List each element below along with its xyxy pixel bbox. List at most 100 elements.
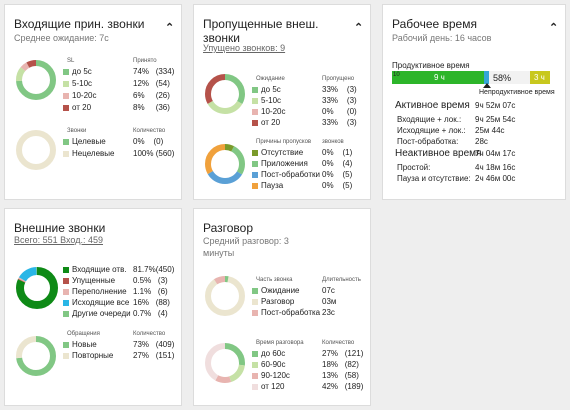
reason-row: Отсутствие [252, 148, 303, 157]
slice-5-10 [16, 60, 56, 100]
avg-wait-label: Среднее ожидание: 7с [14, 33, 109, 43]
external-calls-card: Внешние звонки Всего: 551 Вход.: 459 Вхо… [4, 208, 182, 406]
slice-nontarget [16, 130, 56, 170]
card-title: Пропущенные внеш. звонки [203, 17, 319, 45]
talk-time-header: Время разговора [256, 340, 304, 346]
sl-row-value: 12% (54) [133, 79, 170, 88]
duration-row: до 60с [252, 349, 285, 358]
external-row-value: 0.5% (3) [133, 276, 168, 285]
reasons-donut-chart [205, 144, 245, 184]
productive-percent: 58% [493, 73, 512, 83]
count-header: Количество [133, 331, 166, 337]
productive-segment [392, 71, 484, 84]
slice-repeat [16, 336, 56, 376]
detail-label: Исходящие + лок.: [397, 126, 466, 135]
call-part-value: 03м [322, 297, 337, 306]
scale-start: 10 [393, 72, 400, 78]
sl-row-value: 6% (26) [133, 91, 170, 100]
slice-apps [205, 144, 245, 184]
calls-header: Звонки [67, 128, 87, 134]
unproductive-label: Непродуктивное время [479, 89, 555, 96]
duration-row: 60-90с [252, 360, 285, 369]
missed-header: Пропущено [322, 76, 355, 82]
productive-hours: 9 ч [434, 73, 445, 82]
call-part-row: Ожидание [252, 286, 300, 295]
sl-row: от 20 [63, 103, 91, 112]
sl-row-value: 74% (334) [133, 67, 175, 76]
sl-row-value: 8% (36) [133, 103, 170, 112]
target-row-value: 100% (560) [133, 149, 175, 158]
collapse-chevron-icon[interactable]: ⌃ [549, 22, 559, 34]
card-title: Входящие прин. звонки [14, 17, 145, 31]
appeals-header: Обращения [67, 331, 100, 337]
slice-5-10 [205, 74, 245, 114]
inactive-time-label: Неактивное время [395, 148, 482, 159]
reasons-header: Причины пропусков [256, 139, 312, 145]
detail-value: 9ч 25м 54с [475, 115, 516, 124]
slice-talk [205, 276, 245, 316]
detail-value: 28с [475, 137, 488, 146]
pointer-triangle-icon [483, 83, 491, 88]
wait-row-value: 33% (3) [322, 96, 357, 105]
target-row: Целевые [63, 137, 106, 146]
wait-row: 5-10с [252, 96, 281, 105]
call-part-row: Пост-обработка [252, 308, 320, 317]
sl-donut-chart [16, 60, 56, 100]
wait-row: 10-20с [252, 107, 285, 116]
external-row-value: 16% (88) [133, 298, 170, 307]
detail-value: 2ч 46м 00с [475, 174, 516, 183]
detail-value: 4ч 18м 16с [475, 163, 516, 172]
reason-row: Пауза [252, 181, 283, 190]
call-part-value: 23с [322, 308, 335, 317]
call-part-header: Часть звонка [256, 277, 293, 283]
external-row: Входящие отв. [63, 265, 127, 274]
external-row: Другие очереди [63, 309, 131, 318]
wait-donut-chart [205, 74, 245, 114]
wait-row-value: 33% (3) [322, 85, 357, 94]
talk-card: Разговор Средний разговор: 3 минуты Част… [193, 208, 371, 406]
reason-row-value: 0% (5) [322, 181, 353, 190]
productive-label: Продуктивное время [392, 61, 470, 70]
calls-count-header: звонков [322, 139, 344, 145]
missed-calls-card: Пропущенные внеш. звонки Упущено звонков… [193, 4, 371, 200]
external-row: Исходящие все [63, 298, 129, 307]
slice-gt20 [16, 60, 56, 100]
external-totals-link[interactable]: Всего: 551 Вход.: 459 [14, 235, 103, 245]
count-header: Количество [133, 128, 166, 134]
missed-count-link[interactable]: Упущено звонков: 9 [203, 43, 286, 53]
reason-row-value: 0% (4) [322, 159, 353, 168]
appeal-row-value: 73% (409) [133, 340, 175, 349]
wait-row: от 20 [252, 118, 280, 127]
duration-row-value: 13% (58) [322, 371, 359, 380]
collapse-chevron-icon[interactable]: ⌃ [165, 22, 175, 34]
wait-row: до 5с [252, 85, 281, 94]
call-parts-donut-chart [205, 276, 245, 316]
reason-row-value: 0% (5) [322, 170, 353, 179]
duration-row-value: 18% (82) [322, 360, 359, 369]
productivity-bar: 10 9 ч 58% 3 ч [392, 71, 550, 84]
slice-postproc [205, 276, 245, 316]
card-title: Рабочее время [392, 17, 477, 31]
duration-row-value: 27% (121) [322, 349, 364, 358]
collapse-chevron-icon[interactable]: ⌃ [354, 22, 364, 34]
sl-header: SL [67, 58, 75, 64]
active-time-label: Активное время [395, 100, 470, 111]
detail-label: Пост-обработка: [397, 137, 459, 146]
work-time-card: Рабочее время Рабочий день: 16 часов ⌃ П… [382, 4, 566, 200]
slice-other [16, 267, 58, 309]
sl-row: до 5с [63, 67, 92, 76]
call-part-row: Разговор [252, 297, 294, 306]
reason-row: Пост-обработки [252, 170, 320, 179]
workday-label: Рабочий день: 16 часов [392, 33, 492, 43]
slice-postproc [205, 144, 245, 184]
detail-label: Пауза и отсутствие: [397, 174, 471, 183]
duration-row: 90-120с [252, 371, 290, 380]
detail-label: Входящие + лок.: [397, 115, 462, 124]
wait-row-value: 33% (3) [322, 118, 357, 127]
inactive-time-value: 7ч 04м 17с [475, 149, 516, 158]
appeal-row: Повторные [63, 351, 113, 360]
accepted-header: Принято [133, 58, 157, 64]
duration-header: Длительность [322, 277, 361, 283]
external-row-value: 1.1% (6) [133, 287, 168, 296]
reason-row: Приложения [252, 159, 308, 168]
